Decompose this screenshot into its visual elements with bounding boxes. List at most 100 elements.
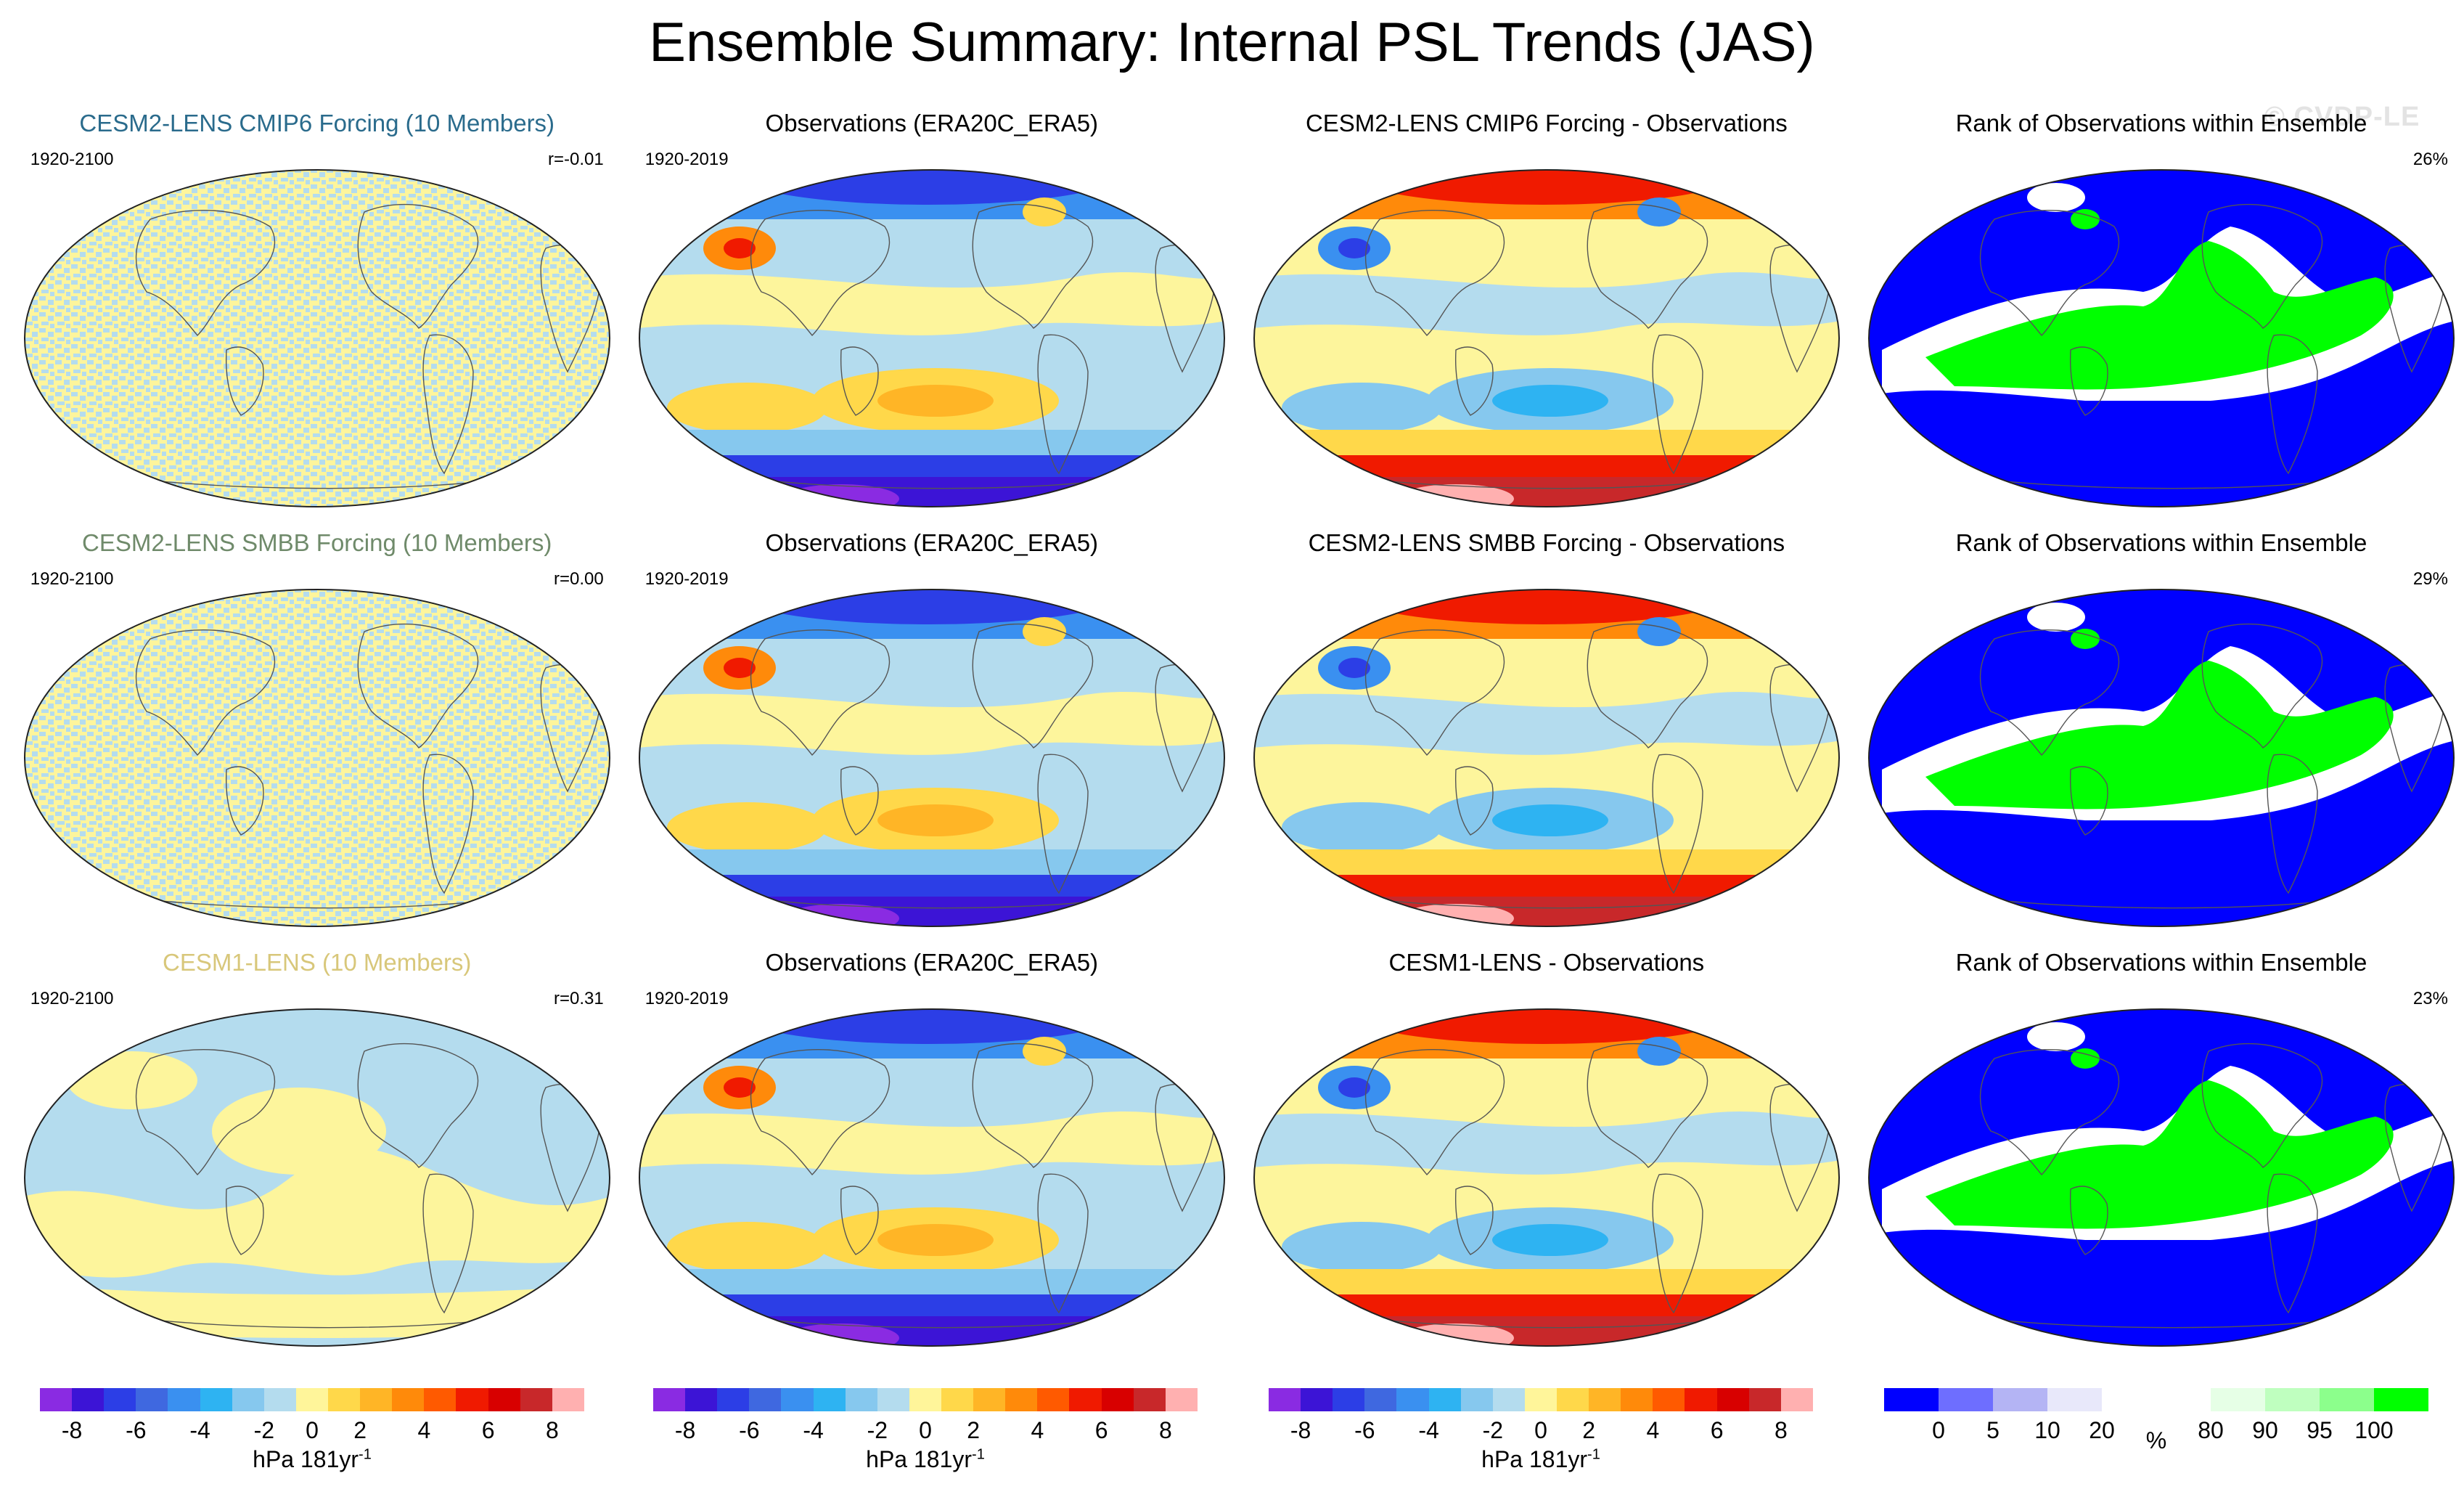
colorbar-tick-label: -2	[1482, 1417, 1504, 1443]
colorbar-swatch	[2047, 1388, 2102, 1411]
colorbar-tick-label: 0	[1534, 1417, 1547, 1443]
panel-title: CESM2-LENS SMBB Forcing (10 Members)	[82, 529, 552, 556]
colorbar-swatch	[1884, 1388, 1939, 1411]
panel-period: 1920-2019	[644, 150, 729, 169]
map-panel: CESM1-LENS (10 Members) 1920-2100 r=0.31	[16, 948, 618, 1362]
colorbar-tick-label: -6	[739, 1417, 760, 1443]
colorbar-tick-label: 10	[2034, 1417, 2060, 1443]
watermark: © CVDP-LE	[2264, 102, 2420, 132]
globe-map	[638, 169, 1225, 507]
colorbar-swatch	[456, 1388, 488, 1411]
colorbar: -8 -6 -4 -2 0 2 4 6 8 hPa 181yr-1	[1269, 1388, 1813, 1472]
panel-title: Observations (ERA20C_ERA5)	[765, 949, 1099, 976]
colorbar-swatch	[877, 1388, 909, 1411]
colorbar-tick-label: 0	[1932, 1417, 1945, 1443]
colorbar-tick-label: -4	[189, 1417, 210, 1443]
globe-map	[638, 1008, 1225, 1347]
colorbar-swatch	[552, 1388, 584, 1411]
colorbar-swatch	[749, 1388, 782, 1411]
globe-outline	[638, 169, 1225, 507]
globe-outline	[1253, 589, 1840, 927]
panel-stat: 23%	[2412, 989, 2448, 1008]
panel-period: 1920-2100	[30, 989, 114, 1008]
colorbar-swatch	[1069, 1388, 1102, 1411]
colorbar-swatch	[1524, 1388, 1557, 1411]
colorbar-unit: hPa 181yr-1	[253, 1446, 372, 1472]
colorbar-swatch	[1301, 1388, 1333, 1411]
colorbar-swatch	[1396, 1388, 1429, 1411]
colorbar-tick-label: 0	[919, 1417, 932, 1443]
panel-stat: r=0.31	[554, 989, 604, 1008]
colorbar-swatch	[392, 1388, 425, 1411]
panel-title: Rank of Observations within Ensemble	[1955, 110, 2367, 136]
colorbar-tick-label: -2	[867, 1417, 888, 1443]
main-title: Ensemble Summary: Internal PSL Trends (J…	[649, 12, 1815, 73]
colorbar-swatch	[1716, 1388, 1749, 1411]
colorbar-swatch	[360, 1388, 393, 1411]
colorbar-tick-label: 0	[306, 1417, 319, 1443]
globe-map	[23, 589, 610, 927]
colorbar-tick-label: 2	[967, 1417, 981, 1443]
colorbar-swatch	[1621, 1388, 1653, 1411]
colorbar-swatch	[973, 1388, 1006, 1411]
map-panel: CESM1-LENS - Observations	[1245, 948, 1848, 1362]
colorbar-tick-label: 8	[1158, 1417, 1172, 1443]
panel-title: Rank of Observations within Ensemble	[1955, 949, 2367, 976]
globe-outline	[23, 589, 610, 927]
colorbar-tick-label: 6	[1094, 1417, 1108, 1443]
colorbar-swatch	[263, 1388, 296, 1411]
colorbar-tick-label: 2	[1582, 1417, 1596, 1443]
colorbar: -8 -6 -4 -2 0 2 4 6 8 hPa 181yr-1	[40, 1388, 584, 1472]
colorbar-tick-label: 6	[1710, 1417, 1724, 1443]
colorbar-swatch	[104, 1388, 136, 1411]
colorbar-tick-label: -2	[253, 1417, 275, 1443]
globe-map	[1867, 169, 2455, 507]
colorbar-swatch	[685, 1388, 718, 1411]
colorbar-tick-label: 4	[1031, 1417, 1044, 1443]
globe-map	[638, 589, 1225, 927]
colorbar-swatch	[1364, 1388, 1397, 1411]
globe-outline	[1867, 1008, 2455, 1347]
colorbar: 0 5 10 20% 80 90 95 100	[1884, 1388, 2428, 1468]
colorbar-tick-label: 4	[417, 1417, 431, 1443]
colorbar-tick-label: -8	[1290, 1417, 1311, 1443]
globe-map	[23, 169, 610, 507]
colorbar-tick-label: 100	[2354, 1417, 2394, 1443]
colorbar-tick-label: 5	[1986, 1417, 2000, 1443]
colorbar-swatch	[40, 1388, 73, 1411]
panel-title: CESM1-LENS (10 Members)	[162, 949, 472, 976]
colorbar-swatch	[1780, 1388, 1813, 1411]
colorbar-swatch	[1269, 1388, 1301, 1411]
colorbar-swatch	[2156, 1388, 2211, 1411]
colorbar-tick-label: 95	[2307, 1417, 2333, 1443]
colorbar-swatch	[200, 1388, 232, 1411]
globe-outline	[1867, 169, 2455, 507]
colorbar-swatch	[295, 1388, 328, 1411]
panel-period: 1920-2019	[644, 569, 729, 589]
colorbar-unit: hPa 181yr-1	[866, 1446, 985, 1472]
globe-map	[1867, 1008, 2455, 1347]
colorbar-swatch	[488, 1388, 520, 1411]
colorbar-tick-label: -4	[1418, 1417, 1439, 1443]
globe-outline	[1253, 1008, 1840, 1347]
map-panel: CESM2-LENS SMBB Forcing (10 Members) 1920…	[16, 529, 618, 942]
panel-stat: r=-0.01	[548, 150, 604, 169]
globe-outline	[23, 1008, 610, 1347]
colorbar-tick-label: -4	[803, 1417, 824, 1443]
trend-field	[24, 170, 610, 507]
colorbar: -8 -6 -4 -2 0 2 4 6 8 hPa 181yr-1	[653, 1388, 1198, 1472]
colorbar-swatch	[136, 1388, 168, 1411]
map-panel: Rank of Observations within Ensemble 26%	[1860, 109, 2463, 523]
map-panel: Observations (ERA20C_ERA5) 1920-2019	[631, 109, 1233, 523]
globe-map	[23, 1008, 610, 1347]
globe-outline	[1867, 589, 2455, 927]
colorbar-swatch	[1556, 1388, 1589, 1411]
colorbar-swatch	[2374, 1388, 2428, 1411]
colorbar-unit: hPa 181yr-1	[1481, 1446, 1600, 1472]
colorbar-swatch	[1037, 1388, 1070, 1411]
colorbar-tick-label: -8	[674, 1417, 696, 1443]
panel-period: 1920-2100	[30, 150, 114, 169]
panel-stat: 29%	[2412, 569, 2448, 589]
colorbar-swatch	[327, 1388, 361, 1411]
colorbar-swatch	[520, 1388, 552, 1411]
